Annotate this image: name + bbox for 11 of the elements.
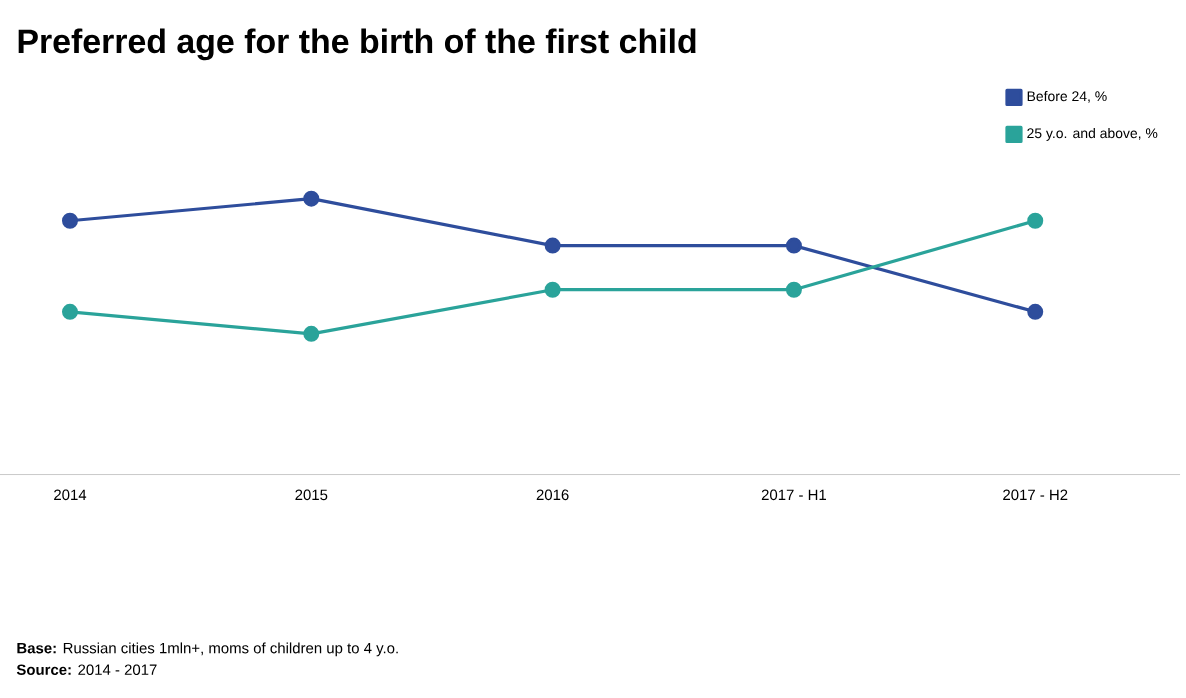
point [544, 281, 561, 298]
chart-title: Preferred age for the birth of the first child [18, 28, 696, 61]
point [785, 237, 802, 254]
point [61, 212, 78, 229]
point [1027, 303, 1044, 320]
point [1027, 212, 1044, 229]
point [61, 303, 78, 320]
point [785, 281, 802, 298]
point [544, 237, 561, 254]
point [303, 190, 320, 207]
point [303, 325, 320, 342]
